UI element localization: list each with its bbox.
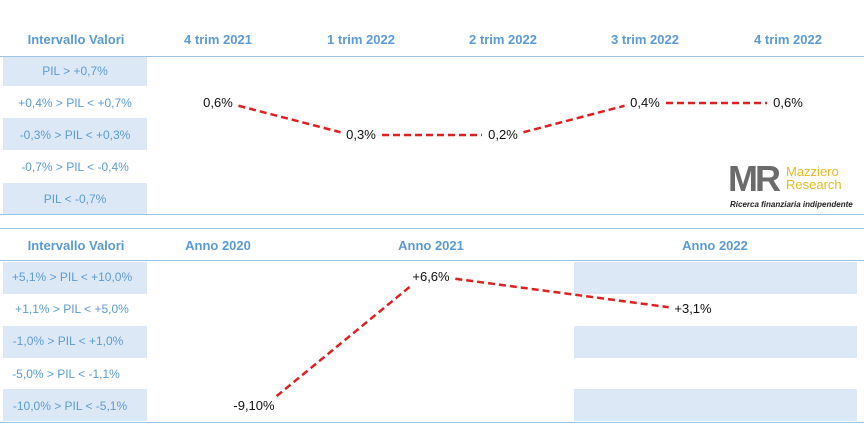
bottom-col-header-0: Anno 2020	[185, 238, 251, 253]
bottom-band-2-shade-left	[3, 326, 147, 358]
logo-tagline: Ricerca finanziaria indipendente	[730, 200, 853, 209]
top-bottom-divider	[0, 214, 864, 215]
top-band-label-2: -0,3% > PIL < +0,3%	[19, 128, 131, 142]
logo-name-line1: Mazziero	[786, 164, 839, 179]
top-col-header-4: 4 trim 2022	[754, 32, 822, 47]
top-band-label-0: PIL > +0,7%	[42, 64, 108, 78]
chart0-segment-2	[523, 104, 625, 134]
bottom-band-label-4: -10,0% > PIL < -5,1%	[12, 399, 128, 413]
bottom-col-header-1: Anno 2021	[398, 238, 464, 253]
logo-name: Mazziero Research	[786, 165, 842, 191]
chart1-point-label-1: +6,6%	[412, 269, 450, 284]
top-col-header-2: 2 trim 2022	[469, 32, 537, 47]
chart0-point-label-3: 0,4%	[630, 95, 660, 110]
bottom-band-label-1: +1,1% > PIL < +5,0%	[15, 302, 129, 316]
bottom-band-0-shade-right	[574, 262, 857, 294]
chart0-point-label-4: 0,6%	[773, 95, 803, 110]
top-band-4-shade	[3, 183, 147, 214]
top-col-header-1: 1 trim 2022	[327, 32, 395, 47]
chart1-segment-0	[275, 284, 412, 398]
bottom-top-divider	[0, 228, 864, 229]
chart0-point-label-1: 0,3%	[346, 127, 376, 142]
bottom-col-header-2: Anno 2022	[682, 238, 748, 253]
bottom-band-label-2: -1,0% > PIL < +1,0%	[12, 334, 124, 348]
bottom-band-label-0: +5,1% > PIL < +10,0%	[11, 270, 133, 284]
chart0-point-label-2: 0,2%	[488, 127, 518, 142]
bottom-row-header: Intervallo Valori	[27, 238, 125, 253]
bottom-header-divider	[0, 260, 864, 261]
top-col-header-3: 3 trim 2022	[611, 32, 679, 47]
logo-mark: MR	[728, 158, 781, 199]
mazziero-research-logo: MR Mazziero Research Ricerca finanziaria…	[728, 160, 856, 212]
chart1-point-label-0: -9,10%	[233, 398, 275, 413]
top-header-divider	[0, 56, 864, 57]
chart0-segment-0	[238, 104, 341, 134]
top-col-header-0: 4 trim 2021	[184, 32, 252, 47]
chart1-point-label-2: +3,1%	[674, 301, 712, 316]
bottom-band-label-3: -5,0% > PIL < -1,1%	[12, 367, 120, 381]
top-band-label-1: +0,4% > PIL < +0,7%	[18, 96, 132, 110]
chart0-point-label-0: 0,6%	[203, 95, 233, 110]
top-row-header: Intervallo Valori	[27, 32, 125, 47]
top-band-2-shade	[3, 118, 147, 150]
top-band-label-3: -0,7% > PIL < -0,4%	[21, 160, 129, 174]
logo-name-line2: Research	[786, 177, 842, 192]
bottom-band-4-shade-right	[574, 389, 857, 421]
top-band-label-4: PIL < -0,7%	[43, 192, 107, 206]
bottom-band-0-shade-left	[3, 262, 147, 294]
top-band-0-shade	[3, 57, 147, 86]
bottom-bottom-divider	[0, 422, 864, 423]
bottom-band-2-shade-right	[574, 326, 857, 358]
bottom-band-4-shade-left	[3, 389, 147, 421]
